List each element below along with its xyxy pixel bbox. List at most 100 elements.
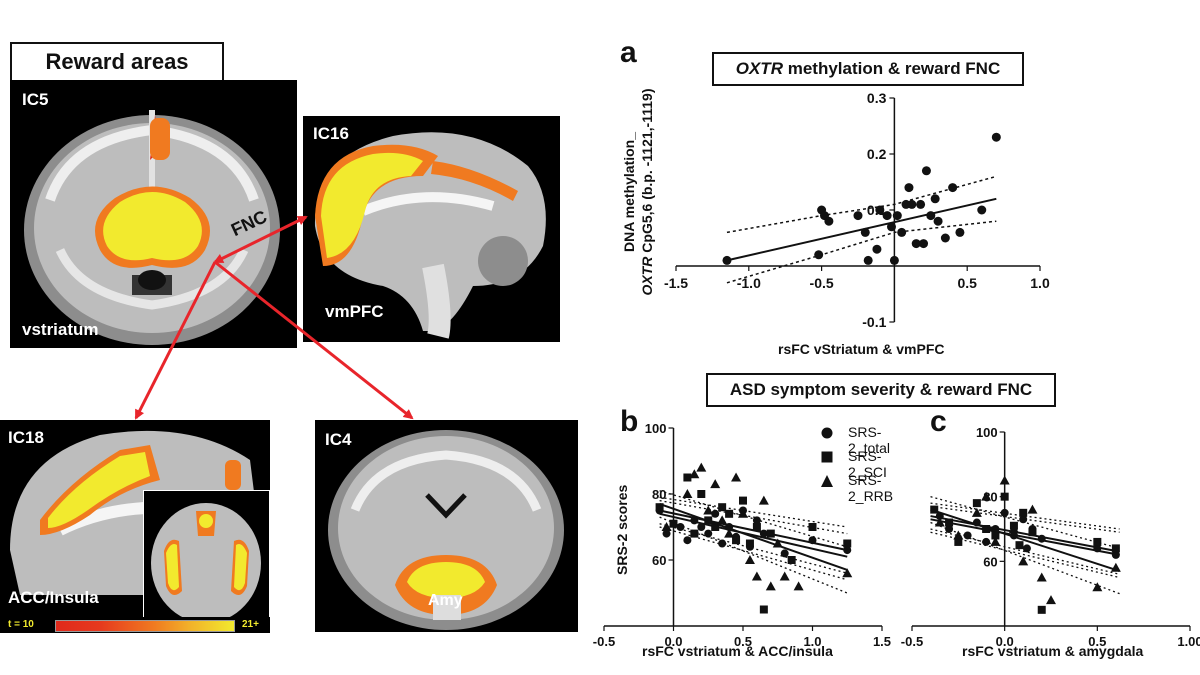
chart-b-point-triangle bbox=[793, 581, 804, 591]
chart-c-point-square bbox=[1111, 544, 1120, 553]
vmpfc-label: vmPFC bbox=[325, 302, 384, 321]
chart-a-point bbox=[940, 233, 950, 243]
chart-c-point-square bbox=[1015, 541, 1024, 550]
chart-b-y-tick-label: 100 bbox=[645, 421, 667, 436]
chart-b-point-square bbox=[683, 473, 692, 482]
chart-c-point-square bbox=[972, 499, 981, 508]
chart-b-point-square bbox=[655, 503, 664, 512]
colorbar-gradient bbox=[55, 620, 235, 632]
chart-a-x-tick-label: 0.5 bbox=[957, 275, 977, 291]
chart-b-point-triangle bbox=[682, 489, 693, 498]
chart-a-point bbox=[991, 132, 1001, 142]
chart-a-x-tick-label: -1.5 bbox=[664, 275, 688, 291]
chart-c-point-square bbox=[1000, 492, 1009, 501]
chart-b-x-tick-label: 0.0 bbox=[664, 634, 682, 649]
chart-b-point-circle bbox=[711, 509, 720, 518]
brain-ic5-coronal: IC5 vstriatum bbox=[10, 80, 297, 348]
chart-a-point bbox=[875, 205, 885, 215]
chart-c-point-circle bbox=[945, 525, 954, 533]
chart-b-point-square bbox=[725, 509, 734, 518]
chart-c-point-square bbox=[991, 531, 1000, 540]
chart-c-point-square bbox=[1037, 605, 1046, 614]
chart-c-point-triangle bbox=[981, 491, 992, 501]
chart-b-point-circle bbox=[683, 536, 692, 545]
chart-a-ci-lower bbox=[726, 220, 997, 284]
legend-circle-icon bbox=[821, 427, 833, 439]
panel-b-letter: b bbox=[620, 405, 639, 438]
ic18-label: IC18 bbox=[8, 428, 44, 447]
chart-c-x-tick-label: 0.0 bbox=[996, 634, 1014, 649]
chart-a-x-tick-label: -1.0 bbox=[737, 275, 761, 291]
chart-c-point-square bbox=[945, 518, 954, 527]
chart-b-point-triangle bbox=[744, 555, 755, 564]
chart-b-point-triangle bbox=[731, 472, 742, 482]
chart-c-point-triangle bbox=[990, 536, 1001, 546]
chart-b-point-square bbox=[697, 490, 706, 498]
chart-c-point-square bbox=[982, 525, 991, 533]
chart-a-point bbox=[904, 183, 914, 193]
chart-a-point bbox=[814, 250, 824, 260]
colorbar-max-label: 21+ bbox=[242, 619, 259, 630]
chart-c-ci-lower bbox=[930, 528, 1120, 575]
chart-c-fit-line bbox=[930, 508, 1120, 572]
reward-areas-title: Reward areas bbox=[10, 42, 224, 82]
chart-c-ci-lower bbox=[930, 531, 1120, 579]
chart-c-point-square bbox=[954, 537, 963, 546]
chart-c-x-tick-label: 1.00 bbox=[1177, 634, 1200, 649]
panel-a-title-rest: methylation & reward FNC bbox=[782, 59, 1001, 78]
chart-b-point-triangle bbox=[842, 568, 853, 578]
chart-b-point-square bbox=[711, 523, 720, 531]
chart-b-point-triangle bbox=[779, 571, 790, 581]
brain-ic16-sagittal: IC16 vmPFC bbox=[303, 116, 560, 342]
chart-a-point bbox=[916, 199, 926, 209]
fnc-arrows bbox=[134, 215, 414, 420]
chart-a-point bbox=[886, 222, 896, 232]
chart-c-point-triangle bbox=[1008, 524, 1019, 533]
chart-a-y-tick-label: -0.1 bbox=[862, 314, 886, 330]
chart-a-point bbox=[853, 211, 863, 221]
chart-b-point-triangle bbox=[758, 495, 769, 505]
chart-b-point-square bbox=[843, 539, 852, 548]
legend-label-rrb: SRS-2_RRB bbox=[848, 472, 894, 504]
chart-a-point bbox=[948, 183, 958, 193]
chart-b-y-tick-label: 60 bbox=[652, 553, 666, 568]
chart-c-point-triangle bbox=[1046, 595, 1056, 605]
chart-b-point-triangle bbox=[765, 581, 776, 591]
chart-b-point-square bbox=[808, 523, 817, 531]
chart-b-point-triangle bbox=[724, 528, 735, 538]
chart-b-point-square bbox=[745, 539, 754, 548]
chart-b-point-triangle bbox=[703, 505, 714, 515]
chart-b-y-tick-label: 80 bbox=[652, 487, 666, 502]
chart-a-y-tick-label: 0.3 bbox=[867, 90, 887, 106]
panel-b-xlabel: rsFC vstriatum & ACC/insula bbox=[642, 643, 833, 659]
panel-a-xlabel: rsFC vStriatum & vmPFC bbox=[778, 341, 945, 357]
chart-c-point-triangle bbox=[953, 530, 964, 540]
chart-b-x-tick-label: -0.5 bbox=[593, 634, 615, 649]
chart-c-point-triangle bbox=[1110, 562, 1121, 572]
chart-c-point-circle bbox=[1019, 515, 1028, 524]
chart-c-point-triangle bbox=[1036, 572, 1047, 582]
chart-c-ci-lower bbox=[930, 521, 1120, 595]
chart-c-point-triangle bbox=[1092, 582, 1103, 592]
chart-a-point bbox=[926, 211, 936, 221]
panel-a-letter: a bbox=[620, 36, 637, 69]
arrow-ic5-ic18 bbox=[134, 261, 217, 420]
legend: SRS-2_total SRS-2_SCI SRS-2_RRB bbox=[818, 422, 948, 504]
panel-b-ylabel: SRS-2 scores bbox=[614, 484, 630, 575]
vstriatum-label: vstriatum bbox=[22, 320, 99, 339]
chart-c-point-triangle bbox=[971, 507, 982, 517]
chart-a-point bbox=[933, 216, 943, 226]
chart-b-point-circle bbox=[697, 523, 706, 531]
chart-b-point-square bbox=[759, 605, 768, 614]
chart-c-x-tick-label: 0.5 bbox=[1088, 634, 1106, 649]
legend-triangle-icon bbox=[821, 475, 833, 487]
chart-c-fit-line bbox=[930, 515, 1120, 553]
chart-c-y-tick-label: 60 bbox=[983, 554, 997, 569]
chart-b-point-square bbox=[669, 519, 678, 528]
chart-c-point-square bbox=[930, 505, 939, 514]
arrow-ic5-ic4 bbox=[214, 260, 414, 420]
panel-a-title-gene: OXTR bbox=[735, 59, 783, 78]
chart-b-point-circle bbox=[662, 529, 671, 538]
chart-b-point-triangle bbox=[710, 479, 721, 489]
